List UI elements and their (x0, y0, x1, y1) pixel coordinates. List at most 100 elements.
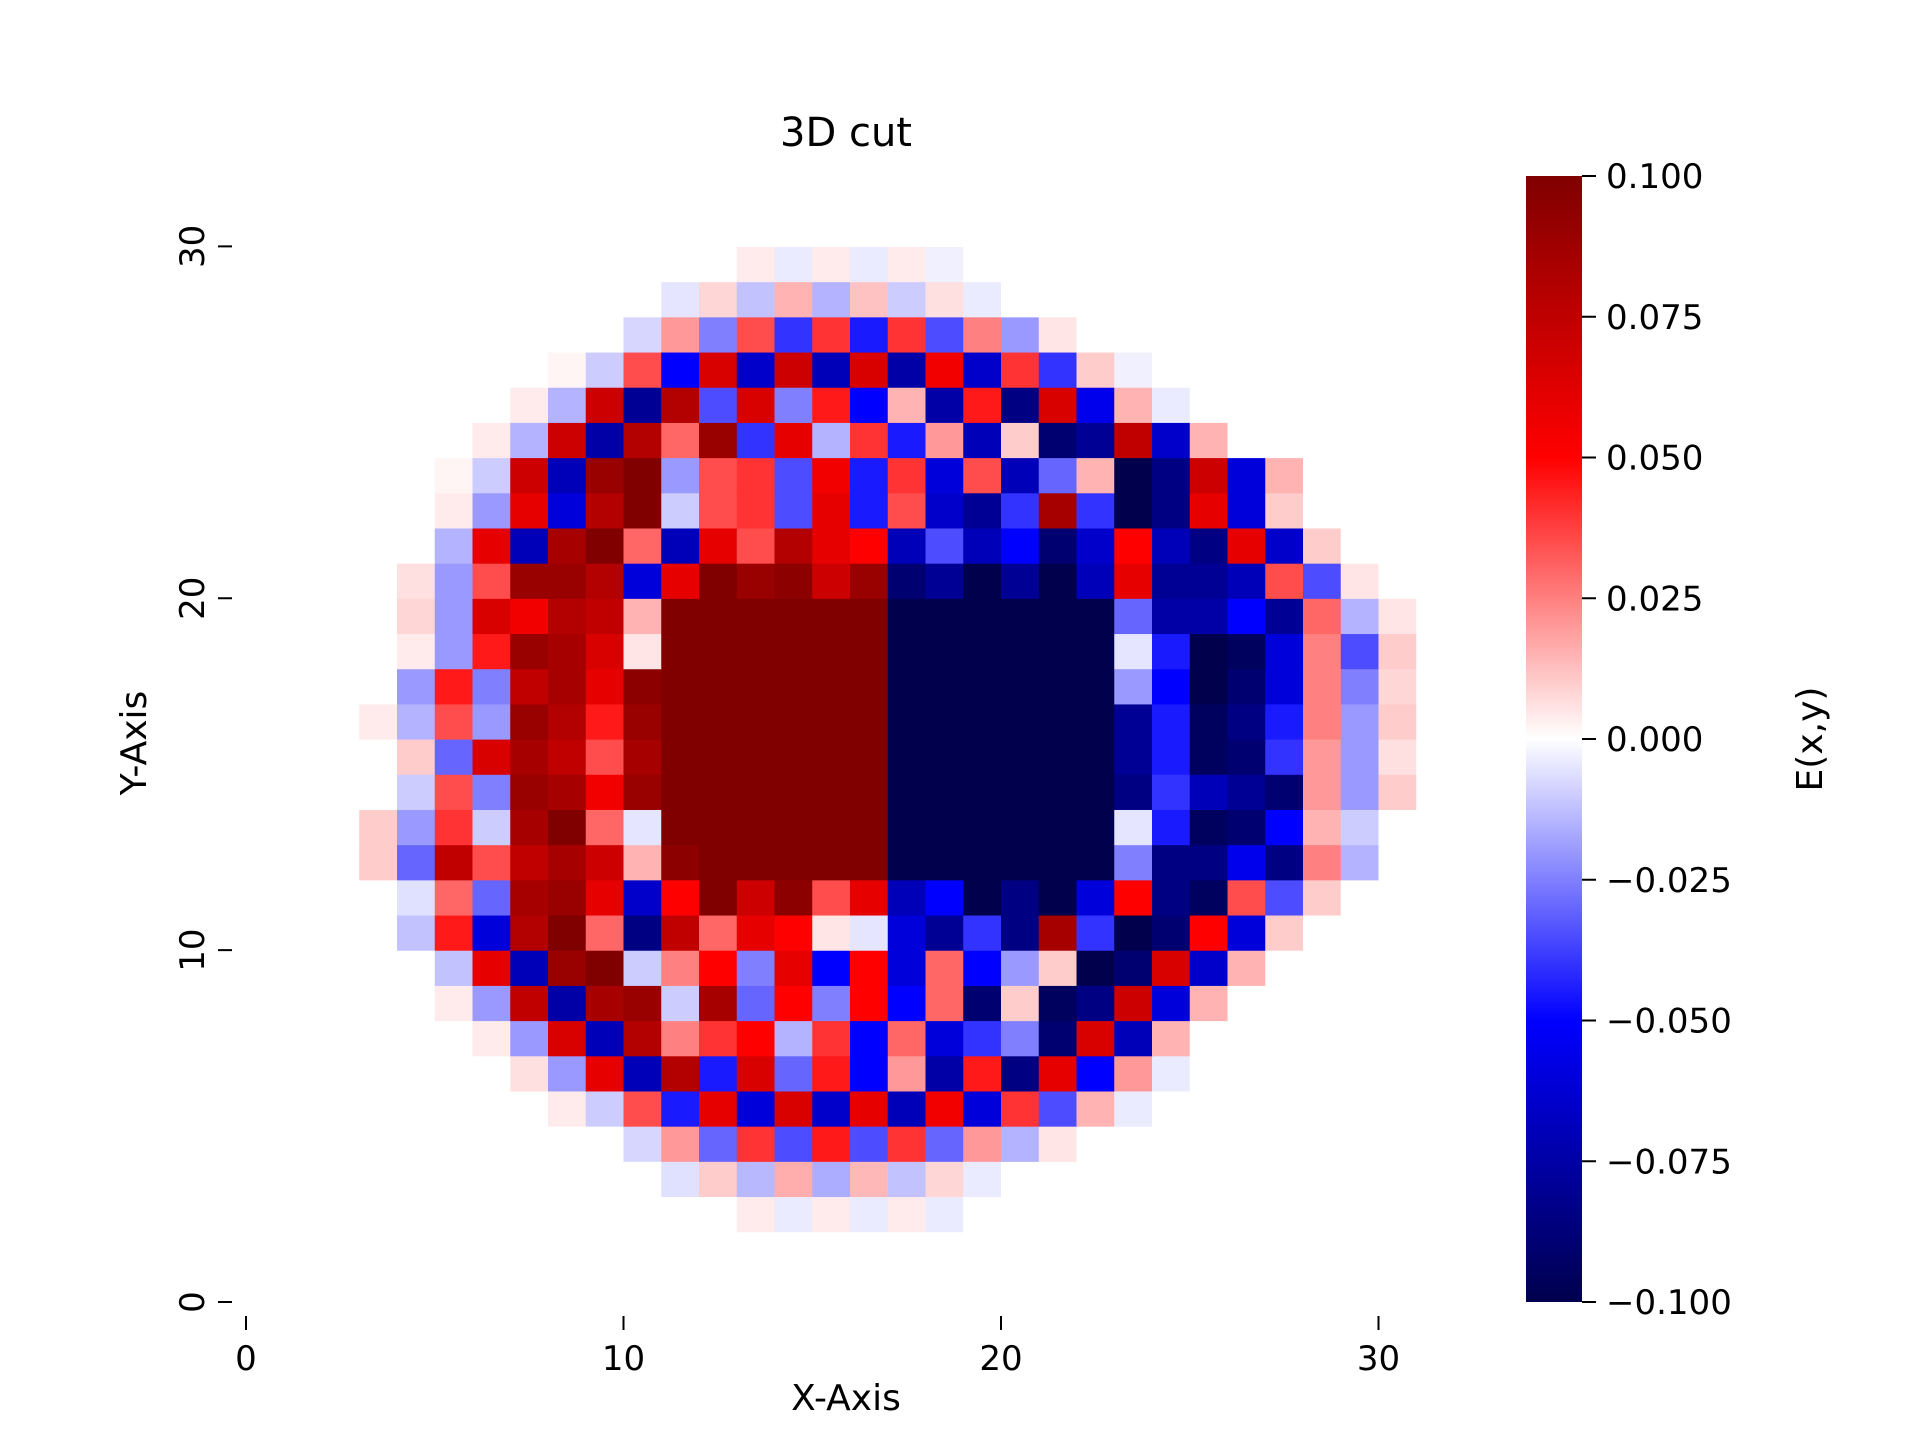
heatmap-cells (246, 176, 1455, 1303)
heatmap-cell (1416, 422, 1455, 459)
heatmap-cell (887, 739, 927, 775)
heatmap-cell (1001, 914, 1040, 951)
heatmap-cell (1001, 211, 1040, 247)
heatmap-cell (585, 316, 625, 353)
heatmap-cell (510, 246, 549, 283)
heatmap-cell (736, 1196, 776, 1233)
heatmap-cell (925, 422, 964, 459)
heatmap-cell (1189, 387, 1229, 423)
heatmap-cell (585, 774, 625, 810)
heatmap-cell (850, 563, 889, 599)
heatmap-cell (1340, 1196, 1380, 1233)
heatmap-cell (736, 1090, 776, 1127)
heatmap-cell (1265, 950, 1304, 986)
heatmap-cell (1001, 879, 1040, 916)
heatmap-cell (548, 739, 587, 775)
heatmap-cell (246, 1126, 285, 1162)
heatmap-cell (434, 914, 474, 951)
heatmap-cell (661, 351, 700, 388)
heatmap-cell (1378, 246, 1417, 283)
heatmap-cell (397, 844, 436, 881)
heatmap-cell (925, 914, 964, 951)
heatmap-cell (434, 351, 474, 388)
heatmap-cell (925, 844, 964, 881)
heatmap-cell (472, 1090, 511, 1127)
heatmap-cell (472, 739, 511, 775)
heatmap-cell (397, 633, 436, 670)
heatmap-cell (699, 703, 738, 740)
heatmap-cell (321, 527, 360, 564)
heatmap-cell (1303, 598, 1342, 635)
heatmap-cell (246, 703, 285, 740)
heatmap-cell (1378, 563, 1417, 599)
heatmap-cell (1303, 844, 1342, 881)
heatmap-cell (510, 211, 549, 247)
heatmap-cell (1001, 1020, 1040, 1057)
heatmap-cell (1152, 985, 1191, 1022)
heatmap-cell (1076, 281, 1115, 318)
colorbar-tick-label: −0.025 (1606, 861, 1732, 901)
heatmap-cell (246, 492, 285, 529)
heatmap-cell (1076, 739, 1115, 775)
heatmap-cell (850, 668, 889, 705)
heatmap-cell (321, 1126, 360, 1162)
heatmap-cell (887, 598, 927, 635)
heatmap-cell (887, 1161, 927, 1198)
heatmap-cell (397, 739, 436, 775)
heatmap-cell (1001, 246, 1040, 283)
heatmap-cell (963, 246, 1002, 283)
heatmap-cell (585, 1161, 625, 1198)
heatmap-cell (1378, 598, 1417, 635)
heatmap-cell (963, 668, 1002, 705)
heatmap-cell (510, 774, 549, 810)
heatmap-cell (283, 739, 323, 775)
heatmap-cell (812, 563, 851, 599)
heatmap-cell (925, 387, 964, 423)
heatmap-cell (434, 950, 474, 986)
heatmap-cell (1416, 387, 1455, 423)
heatmap-cell (434, 211, 474, 247)
heatmap-cell (1416, 176, 1455, 212)
heatmap-cell (661, 281, 700, 318)
heatmap-cell (661, 563, 700, 599)
heatmap-cell (1001, 527, 1040, 564)
heatmap-cell (850, 1020, 889, 1057)
heatmap-cell (1265, 1161, 1304, 1198)
heatmap-cell (397, 598, 436, 635)
heatmap-cell (1152, 703, 1191, 740)
heatmap-cell (1114, 563, 1153, 599)
heatmap-cell (359, 985, 398, 1022)
heatmap-cell (736, 176, 776, 212)
heatmap-cell (548, 176, 587, 212)
heatmap-cell (585, 422, 625, 459)
heatmap-cell (963, 1196, 1002, 1233)
heatmap-cell (925, 668, 964, 705)
heatmap-cell (963, 950, 1002, 986)
heatmap-cell (1076, 351, 1115, 388)
heatmap-cell (283, 387, 323, 423)
heatmap-cell (812, 211, 851, 247)
heatmap-cell (887, 668, 927, 705)
heatmap-cell (359, 387, 398, 423)
heatmap-cell (1416, 527, 1455, 564)
heatmap-cell (1076, 985, 1115, 1022)
heatmap-cell (1378, 703, 1417, 740)
heatmap-cell (1001, 633, 1040, 670)
heatmap-cell (1114, 422, 1153, 459)
heatmap-cell (774, 211, 813, 247)
heatmap-cell (283, 176, 323, 212)
heatmap-cell (1303, 914, 1342, 951)
heatmap-cell (850, 1161, 889, 1198)
heatmap-cell (774, 1055, 813, 1092)
heatmap-cell (1340, 176, 1380, 212)
heatmap-cell (585, 1231, 625, 1268)
heatmap-cell (359, 1196, 398, 1233)
heatmap-cell (661, 387, 700, 423)
heatmap-cell (321, 281, 360, 318)
heatmap-cell (774, 492, 813, 529)
heatmap-cell (1340, 457, 1380, 494)
heatmap-cell (774, 914, 813, 951)
colorbar-tick-label: 0.025 (1606, 579, 1703, 619)
heatmap-cell (246, 879, 285, 916)
heatmap-cell (1001, 563, 1040, 599)
